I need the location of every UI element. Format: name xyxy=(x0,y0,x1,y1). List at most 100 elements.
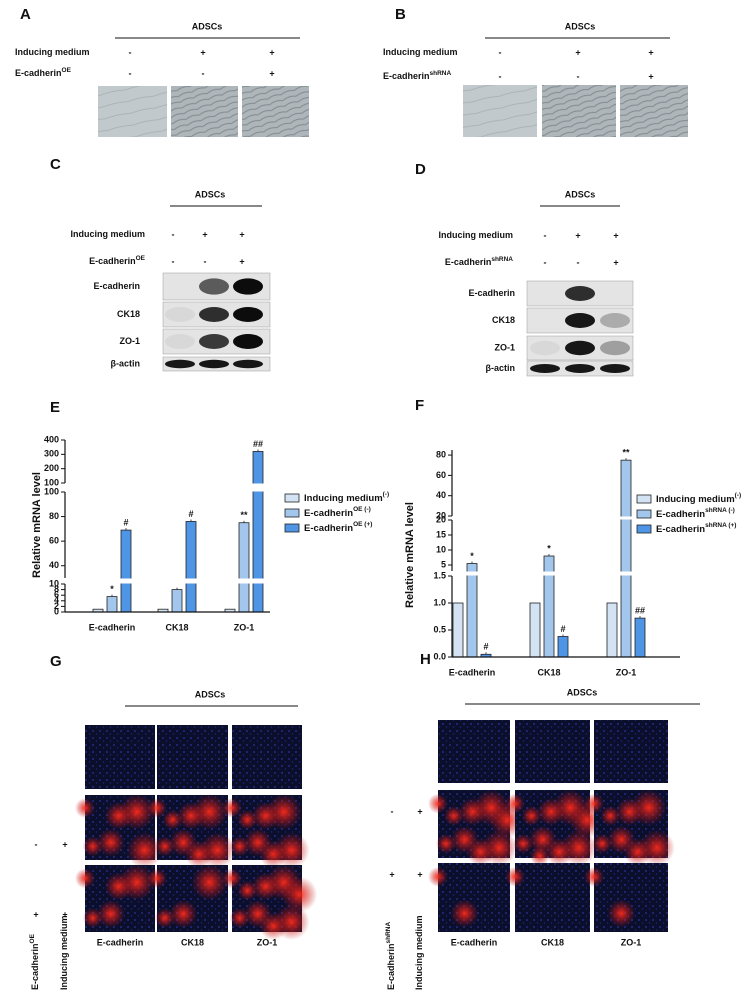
condition-label-text: Inducing medium xyxy=(438,230,513,240)
red-signal xyxy=(96,828,125,857)
y-axis-label: Relative mRNA level xyxy=(404,502,416,608)
condition-sign: - xyxy=(499,47,502,57)
condition-label: E-cadherinshRNA xyxy=(445,256,513,268)
red-signal xyxy=(96,899,125,928)
red-signal xyxy=(450,899,479,928)
y-tick-label: 80 xyxy=(436,449,446,459)
y-tick-label: 10 xyxy=(49,578,59,588)
red-signal xyxy=(435,833,456,854)
legend-label: E-cadherinshRNA (-) xyxy=(656,507,735,520)
bar xyxy=(529,602,541,658)
panel-letter: E xyxy=(50,399,60,416)
condition-sign: + xyxy=(613,257,618,267)
red-signal xyxy=(251,801,280,830)
panel-letter: B xyxy=(395,6,406,23)
significance-mark: ** xyxy=(622,448,630,458)
red-signal xyxy=(584,866,604,887)
x-tick-label: E-cadherin xyxy=(89,622,136,632)
blot-band xyxy=(565,286,595,301)
legend-swatch xyxy=(636,494,652,504)
red-signal xyxy=(237,809,258,830)
legend-label-sup: shRNA (-) xyxy=(705,507,735,514)
column-label: E-cadherin xyxy=(97,937,144,947)
condition-label: Inducing medium xyxy=(59,915,69,990)
condition-label-text: Inducing medium xyxy=(414,915,424,990)
legend-label-sup: (-) xyxy=(735,492,742,499)
panel-letter: C xyxy=(50,156,61,173)
red-signal xyxy=(529,845,550,866)
axis-break xyxy=(446,571,680,576)
micrograph xyxy=(242,86,309,137)
bar xyxy=(238,522,250,613)
y-tick-label: 300 xyxy=(44,449,59,459)
y-tick-label: 80 xyxy=(49,511,59,521)
condition-sign: + xyxy=(269,68,274,78)
y-tick-label: 40 xyxy=(49,560,59,570)
bar xyxy=(171,589,183,613)
bar xyxy=(606,602,618,658)
blot-band xyxy=(565,313,595,328)
legend-label: Inducing medium(-) xyxy=(304,491,389,504)
red-signal xyxy=(505,866,525,887)
red-signal xyxy=(505,793,525,814)
condition-label-sup: shRNA xyxy=(430,70,452,77)
bar xyxy=(634,617,646,658)
blot-band xyxy=(233,307,263,322)
band-label: E-cadherin xyxy=(93,281,140,291)
bar xyxy=(120,529,132,613)
band-label: ZO-1 xyxy=(494,342,515,352)
blot-band xyxy=(199,307,229,322)
condition-label: Inducing medium xyxy=(70,229,145,239)
bar xyxy=(106,596,118,613)
red-signal xyxy=(584,793,604,814)
condition-label-sup: shRNA xyxy=(491,256,513,263)
condition-sign: - xyxy=(204,256,207,266)
condition-sign: + xyxy=(202,229,207,239)
panel-letter: G xyxy=(50,653,62,670)
micrograph xyxy=(463,85,537,137)
axis-break xyxy=(446,516,680,520)
y-tick-label: 100 xyxy=(44,477,59,487)
condition-sign: - xyxy=(35,839,38,849)
fluorescence-image xyxy=(157,725,228,789)
y-tick-label: 15 xyxy=(436,529,446,539)
red-signal xyxy=(513,833,534,854)
red-signal xyxy=(521,805,542,826)
y-tick-label: 1.5 xyxy=(433,570,446,580)
condition-label-text: E-cadherin xyxy=(30,943,40,990)
panel-letter: H xyxy=(420,651,431,668)
band-label: ZO-1 xyxy=(119,336,140,346)
condition-label: Inducing medium xyxy=(383,47,458,57)
y-tick-label: 200 xyxy=(44,463,59,473)
blot-band xyxy=(233,359,263,369)
condition-label-text: E-cadherin xyxy=(383,71,430,81)
significance-mark: * xyxy=(547,543,551,553)
red-signal xyxy=(147,868,167,889)
legend-label-text: Inducing medium xyxy=(656,494,735,505)
red-signal xyxy=(191,864,228,901)
condition-sign: - xyxy=(202,68,205,78)
red-signal xyxy=(229,836,250,857)
y-tick-label: 10 xyxy=(436,544,446,554)
band-label: CK18 xyxy=(117,309,140,319)
micrograph xyxy=(98,86,167,137)
red-signal xyxy=(154,907,175,928)
y-axis-label: Relative mRNA level xyxy=(31,472,43,578)
legend-label-sup: OE (+) xyxy=(353,521,372,528)
significance-mark: # xyxy=(560,624,565,634)
condition-sign: + xyxy=(200,47,205,57)
significance-mark: # xyxy=(123,517,128,527)
bar xyxy=(252,451,264,613)
significance-mark: ## xyxy=(253,439,263,449)
y-tick-label: 60 xyxy=(436,470,446,480)
condition-sign: - xyxy=(577,71,580,81)
panel-title: ADSCs xyxy=(192,21,223,31)
condition-label-text: Inducing medium xyxy=(59,915,69,990)
y-tick-label: 20 xyxy=(436,514,446,524)
panel-title: ADSCs xyxy=(195,189,226,199)
condition-label: Inducing medium xyxy=(414,915,424,990)
condition-label: Inducing medium xyxy=(438,230,513,240)
bar xyxy=(185,521,197,613)
condition-label-text: E-cadherin xyxy=(445,257,492,267)
column-label: ZO-1 xyxy=(257,937,278,947)
